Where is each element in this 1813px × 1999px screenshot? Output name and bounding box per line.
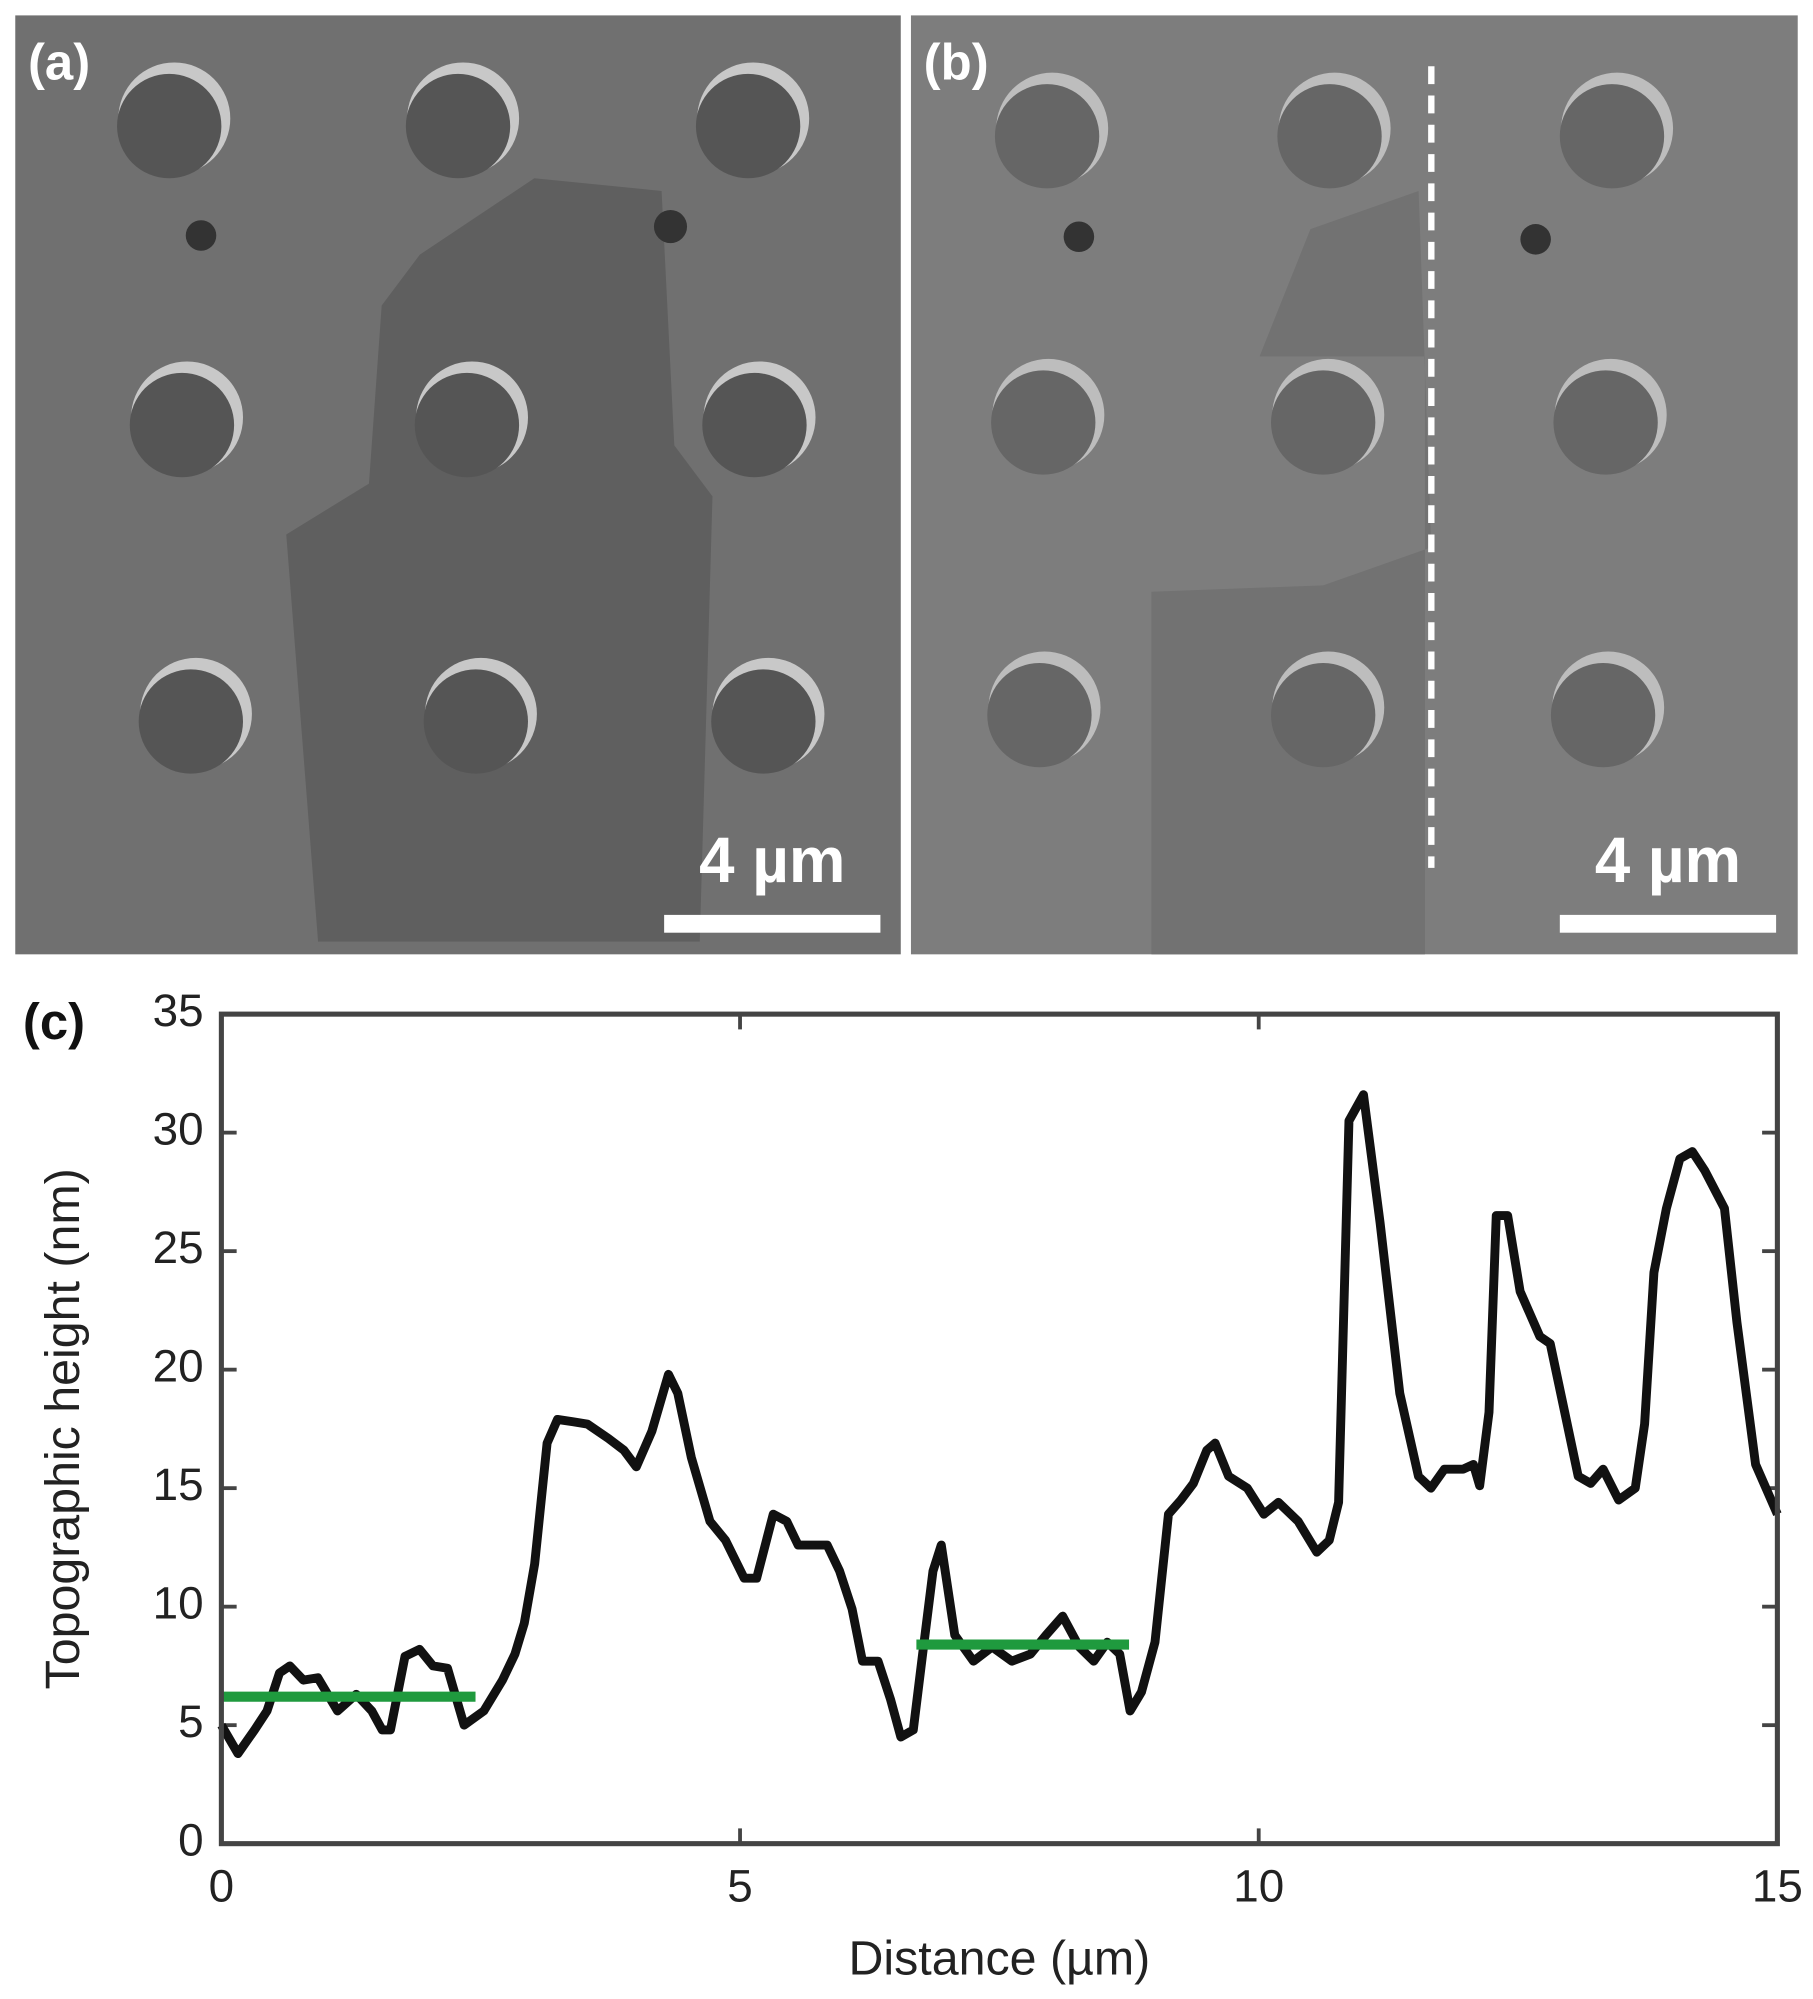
sem-flake [1151, 190, 1432, 955]
pillar [129, 372, 235, 478]
panel-label: (a) [28, 34, 90, 91]
scale-bar [664, 914, 881, 933]
x-tick-label: 0 [209, 1861, 234, 1912]
pillar [1550, 662, 1656, 768]
x-tick-label: 5 [727, 1861, 752, 1912]
y-tick-label: 20 [153, 1341, 204, 1392]
x-tick-label: 10 [1233, 1861, 1284, 1912]
panel-label: (c) [23, 993, 85, 1050]
plot-frame [218, 1011, 1780, 1847]
pillar [702, 372, 807, 478]
sem-flake [286, 178, 713, 942]
y-axis-label: Topographic height (nm) [36, 1168, 90, 1689]
hole [1063, 221, 1095, 253]
y-tick-label: 35 [153, 985, 204, 1036]
y-tick-label: 15 [153, 1459, 204, 1510]
data-line [217, 1090, 1782, 1759]
pillar [117, 73, 222, 179]
scale-bar-label: 4 µm [699, 825, 845, 896]
pillar [423, 669, 528, 774]
sem-panels [15, 15, 1798, 955]
pillar [1277, 84, 1382, 189]
x-axis-label: Distance (µm) [849, 1932, 1151, 1986]
pillar [414, 372, 520, 478]
hole [653, 210, 688, 244]
hole [1520, 224, 1551, 255]
y-tick-label: 25 [153, 1222, 204, 1273]
pillar [1559, 84, 1665, 189]
scale-bar [1559, 914, 1777, 933]
pillar [1271, 370, 1376, 475]
pillar [987, 662, 1092, 768]
pillar [1271, 662, 1376, 768]
pillar [1553, 370, 1658, 475]
panel-label: (b) [924, 34, 989, 91]
y-tick-label: 10 [153, 1578, 204, 1629]
x-tick-label: 15 [1752, 1861, 1803, 1912]
pillar [405, 73, 511, 179]
y-tick-label: 30 [153, 1104, 204, 1155]
pillar [138, 669, 244, 774]
y-tick-label: 0 [178, 1815, 203, 1866]
pillar [991, 370, 1096, 475]
pillar [711, 669, 816, 774]
hole [185, 220, 217, 251]
y-tick-label: 5 [178, 1696, 203, 1747]
pillar [994, 84, 1100, 189]
pillar [695, 73, 801, 179]
scale-bar-label: 4 µm [1595, 825, 1741, 896]
